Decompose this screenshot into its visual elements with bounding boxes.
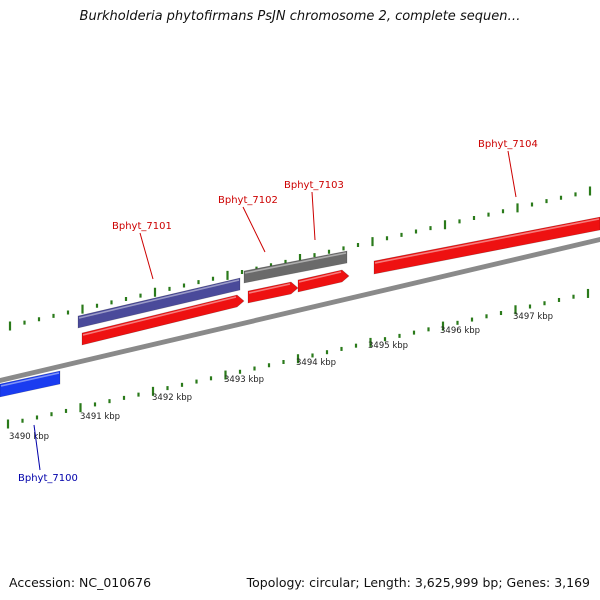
gene-label-leader (311, 191, 316, 241)
feature-bphyt-7102[interactable] (247, 281, 299, 304)
kbp-label: 3496 kbp (440, 326, 480, 336)
gene-label-leader (507, 150, 517, 198)
kbp-label: 3495 kbp (368, 341, 408, 351)
accession-text: Accession: NC_010676 (9, 575, 152, 590)
feature-bphyt-7101[interactable] (77, 277, 241, 329)
feature-bphyt-7102-gray[interactable] (243, 250, 348, 284)
map-title: Burkholderia phytofirmans PsJN chromosom… (79, 9, 521, 24)
kbp-label: 3491 kbp (80, 412, 120, 422)
lower-tick-track (6, 288, 590, 429)
kbp-label: 3492 kbp (152, 393, 192, 403)
gene-label-bphyt-7104[interactable]: Bphyt_7104 (478, 139, 538, 150)
feature-bphyt-7103[interactable] (297, 269, 350, 293)
feature-tracks (0, 216, 600, 398)
gene-label-leader (33, 424, 41, 471)
kbp-scale-labels: 3490 kbp 3491 kbp 3492 kbp 3493 kbp 3494 kbp… (9, 312, 553, 442)
gene-label-leader (139, 232, 154, 280)
topology-text: Topology: circular; Length: 3,625,999 bp… (246, 575, 590, 590)
kbp-label: 3493 kbp (224, 375, 264, 385)
gene-label-bphyt-7101[interactable]: Bphyt_7101 (112, 221, 172, 232)
feature-bphyt-7104[interactable] (373, 216, 600, 275)
kbp-label: 3490 kbp (9, 432, 49, 442)
gene-label-bphyt-7100[interactable]: Bphyt_7100 (18, 473, 78, 484)
gene-labels: Bphyt_7100 Bphyt_7101 Bphyt_7102 Bphyt_7103… (18, 139, 538, 484)
feature-bphyt-7101-cds[interactable] (81, 294, 245, 346)
gene-label-leader (242, 206, 266, 253)
gene-label-bphyt-7103[interactable]: Bphyt_7103 (284, 180, 344, 191)
feature-bphyt-7100[interactable] (0, 370, 61, 398)
sequence-backbone (0, 237, 600, 383)
gene-label-bphyt-7102[interactable]: Bphyt_7102 (218, 195, 278, 206)
kbp-label: 3497 kbp (513, 312, 553, 322)
backbone-line (0, 237, 600, 383)
kbp-label: 3494 kbp (296, 358, 336, 368)
upper-tick-track (8, 186, 592, 331)
